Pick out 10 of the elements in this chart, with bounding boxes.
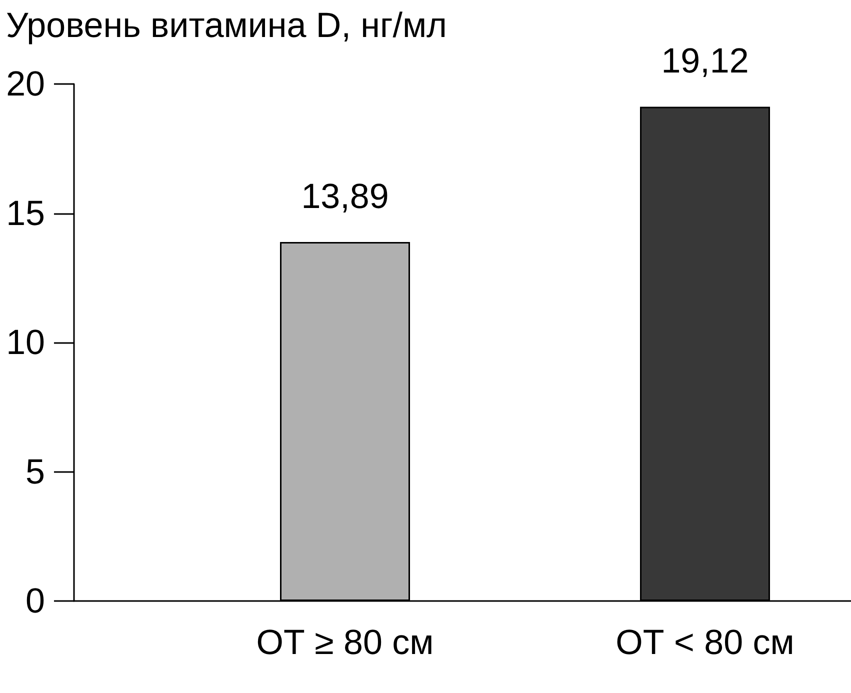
y-tick-label: 15: [6, 194, 45, 233]
y-tick-label: 0: [26, 582, 45, 620]
data-label: 19,12: [661, 42, 749, 81]
x-tick-label: ОТ < 80 см: [616, 623, 794, 662]
y-tick-label: 20: [6, 64, 45, 104]
x-tick-label: ОТ ≥ 80 см: [256, 623, 434, 662]
y-tick-label: 5: [26, 452, 45, 492]
y-tick-label: 10: [6, 323, 45, 362]
y-axis-title: Уровень витамина D, нг/мл: [6, 6, 447, 45]
data-label: 13,89: [301, 176, 389, 216]
